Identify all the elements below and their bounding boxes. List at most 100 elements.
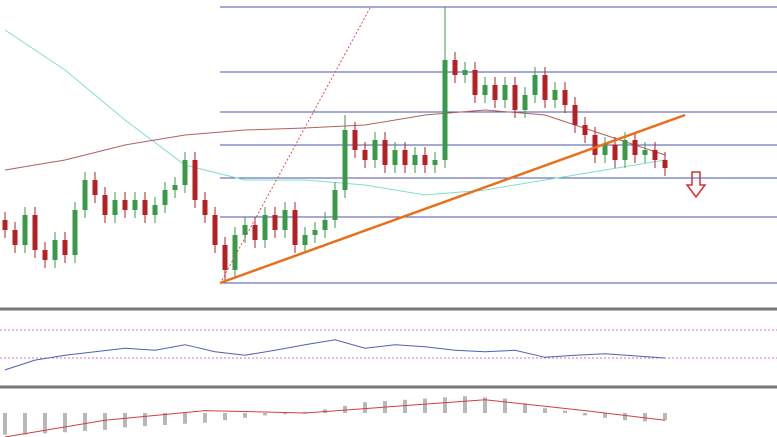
moving-average <box>4 109 666 171</box>
candle-body <box>42 250 48 260</box>
candle-body <box>202 200 208 215</box>
candle-body <box>562 90 568 105</box>
candle-body <box>72 210 78 255</box>
candle-body <box>622 140 628 160</box>
candle-body <box>182 160 188 185</box>
candle-body <box>552 90 558 100</box>
candle-body <box>262 215 268 240</box>
candle-body <box>32 215 38 250</box>
candle-body <box>402 150 408 165</box>
histogram-bar <box>403 399 407 413</box>
histogram-bar <box>363 402 367 413</box>
candle-body <box>22 215 28 245</box>
histogram-bar <box>443 397 447 413</box>
candle-body <box>242 225 248 235</box>
histogram-bar <box>223 413 227 421</box>
histogram-bar <box>163 413 167 425</box>
candle-body <box>632 140 638 155</box>
candle-body <box>422 155 428 165</box>
indicator-line <box>4 339 666 371</box>
histogram-bar <box>623 413 627 421</box>
down-arrow <box>685 171 707 199</box>
histogram-bar <box>543 408 547 413</box>
histogram-bar <box>203 413 207 423</box>
candle-body <box>642 150 648 155</box>
histogram-bar <box>143 413 147 427</box>
histogram-bar <box>583 413 587 416</box>
histogram-bar <box>303 411 307 413</box>
candle-body <box>542 75 548 100</box>
histogram-bar <box>343 405 347 413</box>
candle-body <box>452 60 458 75</box>
histogram-bar <box>43 413 47 434</box>
candle-body <box>192 160 198 200</box>
candle-body <box>52 240 58 260</box>
candle-body <box>292 210 298 245</box>
candle-body <box>82 180 88 210</box>
candle-body <box>372 140 378 160</box>
candle-body <box>652 150 658 160</box>
candle-body <box>12 230 18 245</box>
candle-body <box>132 200 138 210</box>
candle-body <box>582 125 588 135</box>
histogram-bar <box>103 413 107 430</box>
candle-body <box>482 85 488 95</box>
candle-body <box>2 220 8 230</box>
histogram-bar <box>523 403 527 413</box>
histogram-bar <box>563 410 567 413</box>
candle-body <box>252 225 258 240</box>
histogram-bar <box>23 413 27 435</box>
candle-body <box>492 85 498 100</box>
histogram-bar <box>603 413 607 418</box>
candle-body <box>102 195 108 215</box>
histogram-bar <box>183 413 187 424</box>
candle-body <box>172 185 178 190</box>
histogram-bar <box>483 397 487 413</box>
candle-body <box>362 150 368 160</box>
candle-body <box>122 200 128 210</box>
histogram-bar <box>423 398 427 413</box>
histogram-bar <box>643 413 647 422</box>
candle-body <box>142 200 148 215</box>
candle-body <box>152 205 158 215</box>
histogram-bar <box>3 413 7 435</box>
histogram-bar <box>463 396 467 413</box>
signal-line <box>4 399 666 437</box>
candle-body <box>232 235 238 270</box>
histogram-bar <box>123 413 127 428</box>
candle-body <box>462 70 468 75</box>
candle-body <box>502 85 508 100</box>
candle-body <box>392 150 398 165</box>
candle-body <box>352 130 358 150</box>
candle-body <box>442 60 448 160</box>
candle-body <box>62 240 68 255</box>
candle-body <box>592 135 598 155</box>
candle-body <box>92 180 98 195</box>
candle-body <box>282 210 288 230</box>
candle-body <box>222 245 228 270</box>
candle-body <box>112 200 118 215</box>
candle-body <box>572 105 578 125</box>
candle-body <box>532 75 538 95</box>
candle-body <box>332 190 338 220</box>
candle-body <box>432 160 438 165</box>
candle-body <box>382 140 388 165</box>
histogram-bar <box>283 413 287 415</box>
candle-body <box>302 235 308 245</box>
candle-body <box>212 215 218 245</box>
candle-body <box>162 190 168 205</box>
candle-body <box>522 95 528 110</box>
candle-body <box>322 220 328 230</box>
candle-body <box>662 160 668 168</box>
histogram-bar <box>663 413 667 421</box>
candle-body <box>472 70 478 95</box>
histogram-bar <box>503 398 507 413</box>
candle-body <box>312 230 318 235</box>
candle-body <box>512 85 518 110</box>
candle-body <box>342 130 348 190</box>
candle-body <box>412 155 418 165</box>
histogram-bar <box>63 413 67 433</box>
candle-body <box>612 145 618 160</box>
histogram-bar <box>263 413 267 416</box>
